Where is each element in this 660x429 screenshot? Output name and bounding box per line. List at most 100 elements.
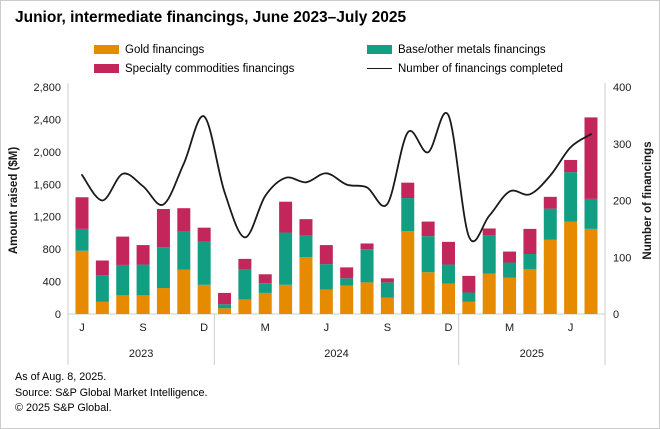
bar-segment-base <box>156 247 170 289</box>
left-axis-tick: 2,000 <box>33 147 61 159</box>
x-axis-month-label: S <box>384 322 391 334</box>
bar-segment-gold <box>136 295 150 314</box>
bar-segment-specialty <box>177 208 191 232</box>
bar-segment-gold <box>441 283 455 314</box>
bar-segment-specialty <box>482 228 496 236</box>
bar-segment-specialty <box>75 197 89 229</box>
year-label: 2024 <box>324 348 348 360</box>
bar-segment-specialty <box>136 245 150 265</box>
x-axis-month-label: S <box>139 322 146 334</box>
legend-item-specialty: Specialty commodities financings <box>94 62 294 75</box>
specialty-swatch-icon <box>94 64 119 73</box>
bar-segment-gold <box>482 273 496 314</box>
chart-title: Junior, intermediate financings, June 20… <box>15 9 407 26</box>
bar-segment-specialty <box>523 228 537 255</box>
legend-label-base: Base/other metals financings <box>398 43 546 56</box>
bar-segment-base <box>380 282 394 298</box>
left-axis-tick: 2,800 <box>33 82 61 94</box>
combo-chart-plot: 2023 2024 2025 J S D M J S D M J 0 400 800 1,200 1,600 2,… <box>8 82 654 365</box>
bar-segment-gold <box>279 284 293 314</box>
bar-segment-base <box>95 275 109 302</box>
bar-segment-base <box>177 231 191 270</box>
bar-segment-base <box>136 264 150 296</box>
bar-segment-specialty <box>116 236 130 265</box>
x-axis-month-label: M <box>505 322 514 334</box>
bar-segment-specialty <box>258 274 272 284</box>
bar-segment-base <box>584 198 598 229</box>
left-axis-tick: 400 <box>43 277 61 289</box>
left-axis-title: Amount raised ($M) <box>8 147 20 255</box>
legend-label-gold: Gold financings <box>125 43 205 56</box>
bar-segment-gold <box>299 257 313 314</box>
bar-segment-specialty <box>441 241 455 265</box>
bar-segment-gold <box>95 301 109 314</box>
bar-segment-specialty <box>156 209 170 248</box>
year-label: 2025 <box>520 348 544 360</box>
bar-segment-base <box>238 269 252 300</box>
bar-segment-specialty <box>319 245 333 265</box>
right-axis-tick: 300 <box>613 139 631 151</box>
left-axis-tick: 0 <box>55 309 61 321</box>
left-axis-tick: 800 <box>43 244 61 256</box>
bar-segment-base <box>116 264 130 296</box>
bar-segment-gold <box>401 231 415 314</box>
legend-column-left: Gold financings Specialty commodities fi… <box>94 43 294 81</box>
bar-segment-specialty <box>360 243 374 250</box>
bar-segment-base <box>421 236 435 273</box>
bar-segment-base <box>360 249 374 283</box>
line-swatch-icon <box>367 68 392 69</box>
bar-segment-base <box>75 228 89 251</box>
bar-segment-base <box>482 235 496 274</box>
bar-segment-specialty <box>584 117 598 199</box>
source-note: Source: S&P Global Market Intelligence. <box>15 386 208 399</box>
bar-segment-gold <box>380 297 394 314</box>
bar-segment-gold <box>177 269 191 314</box>
bar-segment-gold <box>564 221 578 314</box>
bar-segment-specialty <box>299 219 313 236</box>
legend-label-specialty: Specialty commodities financings <box>125 62 295 75</box>
right-axis-tick: 400 <box>613 82 631 94</box>
left-axis-tick: 1,200 <box>33 212 61 224</box>
bar-segment-base <box>299 235 313 258</box>
bar-segment-base <box>279 232 293 285</box>
bar-segment-base <box>462 292 476 302</box>
bar-segment-gold <box>238 299 252 314</box>
bar-segment-gold <box>75 250 89 314</box>
right-axis-tick: 200 <box>613 196 631 208</box>
bar-segment-specialty <box>380 278 394 283</box>
bar-segment-base <box>564 172 578 222</box>
bar-segment-gold <box>462 301 476 314</box>
bar-segment-gold <box>258 292 272 314</box>
bar-segment-base <box>503 262 517 278</box>
x-axis-month-label: M <box>261 322 270 334</box>
bar-segment-specialty <box>197 227 211 242</box>
bar-segment-gold <box>197 284 211 314</box>
x-axis-month-label: J <box>79 322 85 334</box>
bar-segment-specialty <box>421 221 435 237</box>
bar-segment-gold <box>584 228 598 314</box>
x-axis-month-label: J <box>568 322 574 334</box>
bar-segment-specialty <box>401 182 415 199</box>
bar-segment-gold <box>340 285 354 314</box>
bar-segment-base <box>258 283 272 293</box>
left-axis-tick: 1,600 <box>33 179 61 191</box>
year-label: 2023 <box>129 348 153 360</box>
bar-segment-specialty <box>279 201 293 233</box>
bar-segment-base <box>441 264 455 284</box>
bar-segment-specialty <box>218 292 232 305</box>
legend-item-gold: Gold financings <box>94 43 294 56</box>
base-metals-swatch-icon <box>367 45 392 54</box>
bar-segment-gold <box>156 288 170 314</box>
financings-completed-line <box>81 111 592 243</box>
bar-segment-gold <box>319 289 333 314</box>
left-axis-tick: 2,400 <box>33 114 61 126</box>
right-axis-tick: 100 <box>613 252 631 264</box>
bar-segment-specialty <box>95 260 109 276</box>
right-axis-tick: 0 <box>613 309 619 321</box>
as-of-note: As of Aug. 8, 2025. <box>15 371 107 383</box>
x-axis-month-label: D <box>200 322 208 334</box>
bar-segment-gold <box>360 282 374 314</box>
bar-segment-specialty <box>543 196 557 209</box>
bar-segment-gold <box>421 272 435 314</box>
